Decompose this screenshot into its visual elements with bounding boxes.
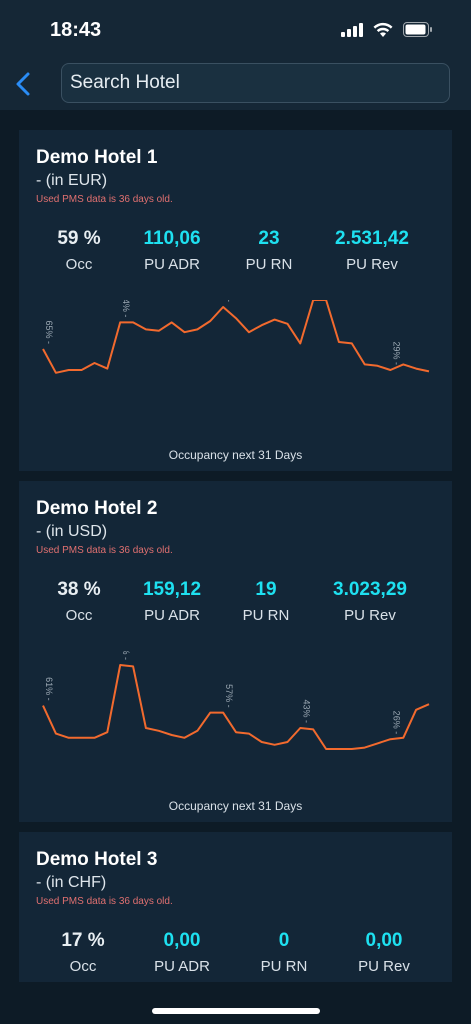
kpi-label: PU Rev (346, 256, 398, 273)
status-bar: 18:43 (0, 0, 471, 58)
kpi-label: PU Rev (358, 958, 410, 975)
data-label: 84% - (121, 300, 131, 317)
search-input[interactable]: Search Hotel (61, 63, 450, 103)
hotel-card[interactable]: Demo Hotel 1 - (in EUR) Used PMS data is… (19, 130, 452, 471)
data-label: 65% - (44, 320, 54, 344)
kpi-revenue: 0,00 PU Rev (324, 930, 444, 975)
series-line (42, 300, 430, 374)
kpi-label: Occ (65, 256, 93, 273)
kpi-value: 17 % (61, 930, 105, 951)
hotel-name: Demo Hotel 1 (36, 147, 158, 168)
kpi-label: Occ (65, 607, 93, 624)
status-time: 18:43 (50, 19, 102, 41)
hotel-name: Demo Hotel 2 (36, 498, 158, 519)
data-age-warning: Used PMS data is 36 days old. (36, 545, 173, 556)
status-icons (341, 22, 433, 37)
kpi-occupancy: 59 % Occ (19, 228, 139, 273)
kpi-value: 59 % (57, 228, 101, 249)
data-age-warning: Used PMS data is 36 days old. (36, 194, 173, 205)
kpi-revenue: 3.023,29 PU Rev (310, 579, 430, 624)
kpi-rn: 19 PU RN (206, 579, 326, 624)
data-label: 61% - (44, 677, 54, 701)
home-indicator[interactable] (152, 1008, 320, 1014)
kpi-value: 19 (255, 579, 277, 600)
data-label: 43% - (301, 699, 311, 723)
kpi-value: 110,06 (143, 228, 201, 249)
chart-caption: Occupancy next 31 Days (168, 799, 303, 813)
hotel-card[interactable]: Demo Hotel 3 - (in CHF) Used PMS data is… (19, 832, 452, 982)
kpi-value: 2.531,42 (335, 228, 409, 249)
kpi-label: PU ADR (154, 958, 210, 975)
kpi-label: PU Rev (344, 607, 396, 624)
hotel-card[interactable]: Demo Hotel 2 - (in USD) Used PMS data is… (19, 481, 452, 822)
data-label: 29% - (391, 341, 401, 365)
top-bar: Search Hotel (0, 58, 471, 110)
data-age-warning: Used PMS data is 36 days old. (36, 896, 173, 907)
occupancy-chart: 61% - 90% - 57% - 43% - 26% - (42, 651, 430, 750)
hotel-currency: - (in EUR) (36, 172, 108, 189)
back-button[interactable] (10, 68, 38, 100)
kpi-adr: 0,00 PU ADR (122, 930, 242, 975)
hotel-currency: - (in CHF) (36, 874, 107, 891)
kpi-occupancy: 38 % Occ (19, 579, 139, 624)
kpi-adr: 110,06 PU ADR (112, 228, 232, 273)
kpi-label: PU ADR (144, 607, 200, 624)
kpi-adr: 159,12 PU ADR (112, 579, 232, 624)
kpi-value: 159,12 (142, 579, 202, 600)
kpi-label: Occ (69, 958, 97, 975)
data-label: 57% - (224, 684, 234, 708)
kpi-revenue: 2.531,42 PU Rev (312, 228, 432, 273)
chart-caption: Occupancy next 31 Days (168, 448, 303, 462)
wifi-icon (373, 22, 393, 37)
kpi-label: PU RN (242, 607, 290, 624)
data-label: 95% - (224, 300, 234, 302)
data-label: 90% - (121, 651, 131, 660)
kpi-value: 0,00 (163, 930, 201, 951)
kpi-rn: 23 PU RN (209, 228, 329, 273)
hotel-name: Demo Hotel 3 (36, 849, 158, 870)
kpi-value: 3.023,29 (333, 579, 407, 600)
battery-icon (403, 22, 432, 37)
kpi-value: 0 (278, 930, 290, 951)
occupancy-chart: 65% -84% -95% -100% -29% - (42, 300, 430, 374)
data-label: 26% - (391, 711, 401, 735)
kpi-label: PU RN (260, 958, 308, 975)
kpi-value: 38 % (57, 579, 101, 600)
kpi-value: 0,00 (365, 930, 403, 951)
kpi-label: PU RN (245, 256, 293, 273)
kpi-rn: 0 PU RN (224, 930, 344, 975)
kpi-occupancy: 17 % Occ (23, 930, 143, 975)
series-line (42, 664, 430, 750)
chevron-left-icon (16, 72, 30, 96)
kpi-label: PU ADR (144, 256, 200, 273)
kpi-value: 23 (258, 228, 280, 249)
hotel-currency: - (in USD) (36, 523, 108, 540)
signal-icon (341, 22, 363, 37)
